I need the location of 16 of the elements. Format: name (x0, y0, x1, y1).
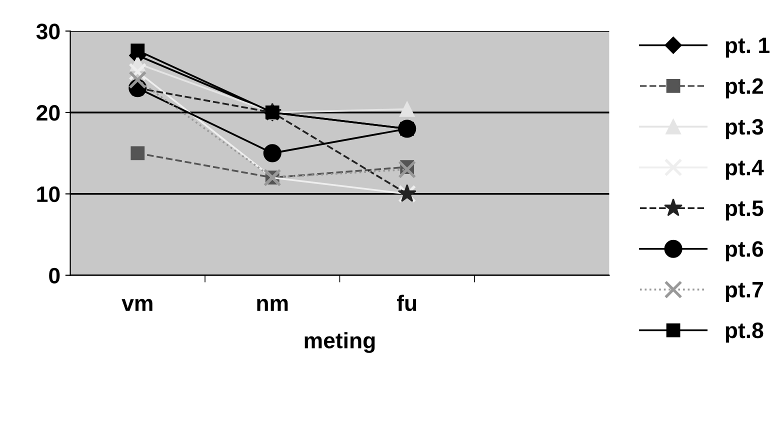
legend-label: pt.4 (726, 160, 764, 180)
legend-label: pt.3 (726, 118, 764, 140)
x-axis-title: meting (304, 332, 375, 353)
x-tick-label: vm (122, 298, 152, 311)
legend-label: pt. 1 (726, 38, 770, 58)
legend-label: pt.7 (726, 282, 763, 302)
legend-label: pt.6 (726, 241, 764, 262)
legend-label: pt.2 (726, 78, 764, 98)
x-tick-label: nm (257, 298, 288, 311)
y-tick-label: 0 (49, 268, 60, 284)
legend-label: pt.8 (726, 322, 764, 343)
legend-label: pt.5 (726, 200, 764, 221)
y-tick-label: 10 (37, 186, 60, 202)
x-tick-label: fu (396, 294, 416, 312)
y-tick-label: 20 (36, 105, 60, 121)
y-tick-label: 30 (36, 24, 60, 40)
